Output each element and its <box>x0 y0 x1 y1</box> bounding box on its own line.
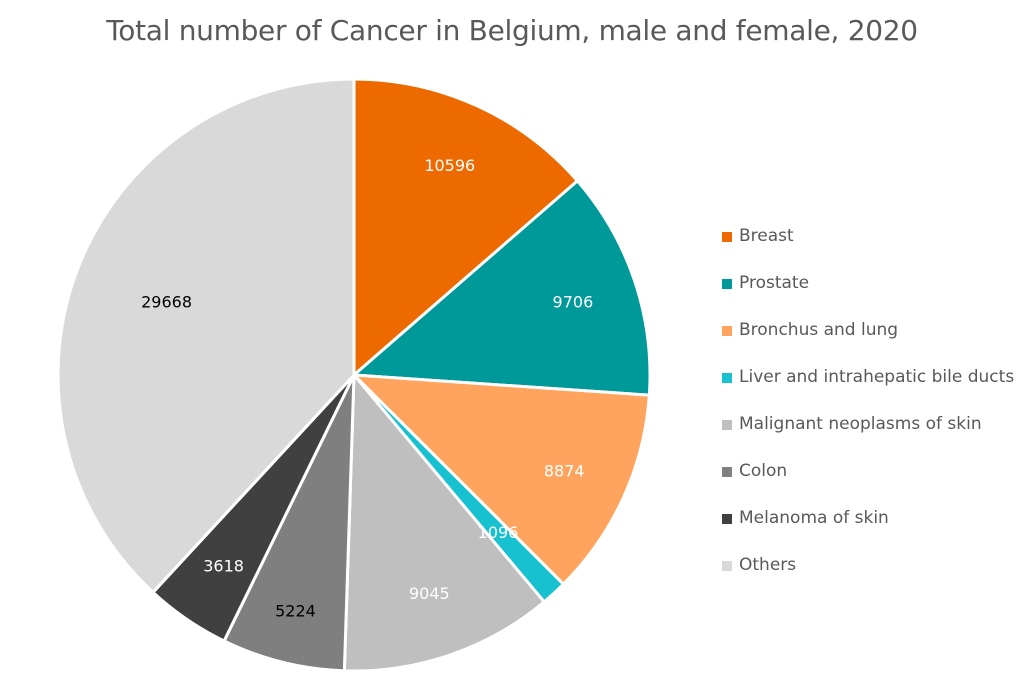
pie-slice-malignant-neoplasms-of-skin <box>342 373 546 673</box>
data-label-prostate: 9706 <box>553 293 594 312</box>
data-label-breast: 10596 <box>424 156 475 175</box>
legend-swatch <box>722 232 732 242</box>
data-label-melanoma-of-skin: 3618 <box>203 557 244 576</box>
data-label-others: 29668 <box>141 293 192 312</box>
data-label-colon: 5224 <box>275 602 316 621</box>
legend-label: Breast <box>739 226 794 246</box>
legend-swatch <box>722 420 732 430</box>
legend-item-prostate: Prostate <box>722 273 1014 320</box>
legend-item-malignant-neoplasms-of-skin: Malignant neoplasms of skin <box>722 414 1014 461</box>
chart-legend: Breast Prostate Bronchus and lung Liver and… <box>722 226 1014 602</box>
legend-item-bronchus-and-lung: Bronchus and lung <box>722 320 1014 367</box>
legend-item-breast: Breast <box>722 226 1014 273</box>
legend-label: Bronchus and lung <box>739 320 899 340</box>
legend-item-liver-and-intrahepatic-bile-ducts: Liver and intrahepatic bile ducts <box>722 367 1014 414</box>
data-label-liver-and-intrahepatic-bile-ducts: 1096 <box>478 523 519 542</box>
legend-label: Liver and intrahepatic bile ducts <box>739 367 1015 387</box>
legend-item-others: Others <box>722 555 1014 602</box>
legend-swatch <box>722 467 732 477</box>
legend-swatch <box>722 373 732 383</box>
legend-swatch <box>722 514 732 524</box>
chart-title: Total number of Cancer in Belgium, male … <box>106 14 918 47</box>
legend-item-melanoma-of-skin: Melanoma of skin <box>722 508 1014 555</box>
legend-label: Colon <box>739 461 788 481</box>
pie-slice-bronchus-and-lung <box>352 373 651 586</box>
legend-swatch <box>722 561 732 571</box>
legend-swatch <box>722 326 732 336</box>
pie-slice-colon <box>222 373 356 673</box>
legend-swatch <box>722 279 732 289</box>
legend-item-colon: Colon <box>722 461 1014 508</box>
pie-slice-others <box>56 77 356 594</box>
data-label-malignant-neoplasms-of-skin: 9045 <box>409 584 450 603</box>
legend-label: Prostate <box>739 273 810 293</box>
data-label-bronchus-and-lung: 8874 <box>544 462 585 481</box>
legend-label: Others <box>739 555 797 575</box>
legend-label: Melanoma of skin <box>739 508 889 528</box>
pie-slice-breast <box>352 77 579 377</box>
legend-label: Malignant neoplasms of skin <box>739 414 982 434</box>
pie-slice-prostate <box>352 179 652 397</box>
